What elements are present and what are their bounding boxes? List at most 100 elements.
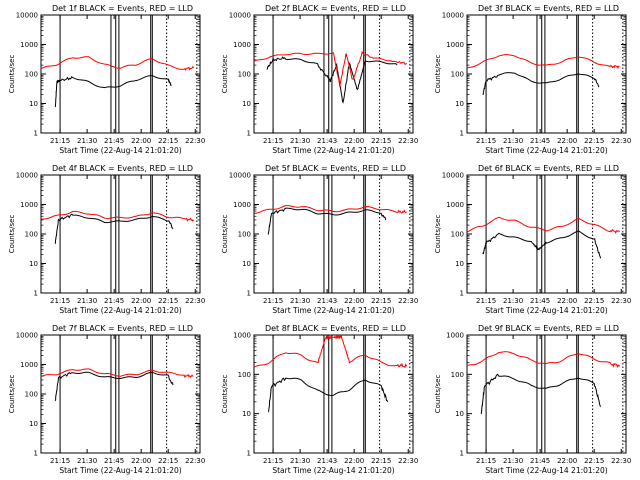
x-tick-label: 22:30	[398, 137, 418, 145]
detector-panel-5: Det 5f BLACK = Events, RED = LLD Counts/s…	[221, 164, 418, 315]
y-axis-label: Counts/sec	[434, 375, 442, 414]
x-tick-label: 21:43	[317, 137, 337, 145]
series-line-events	[266, 56, 398, 104]
x-tick-label: 22:00	[131, 457, 151, 465]
x-tick-label: 21:30	[290, 457, 310, 465]
x-tick-label: 22:30	[611, 457, 631, 465]
y-tick-label: 1	[460, 290, 464, 298]
x-tick-label: 21:30	[290, 297, 310, 305]
plot-frame	[253, 334, 414, 454]
y-tick-label: 1	[247, 450, 251, 458]
y-tick-label: 10000	[442, 172, 464, 180]
plot-frame	[40, 174, 201, 294]
y-tick-label: 1	[34, 450, 38, 458]
series-line-events	[54, 213, 174, 244]
x-tick-label: 21:15	[50, 297, 70, 305]
x-tick-label: 22:15	[158, 457, 178, 465]
x-tick-label: 22:00	[344, 297, 364, 305]
x-tick-label: 21:15	[263, 457, 283, 465]
x-tick-label: 21:15	[476, 137, 496, 145]
y-tick-label: 1000	[446, 41, 464, 49]
series-line-events	[267, 207, 387, 235]
detector-panel-6: Det 6f BLACK = Events, RED = LLD Counts/s…	[434, 164, 631, 315]
x-tick-label: 22:30	[611, 137, 631, 145]
y-tick-label: 1000	[233, 201, 251, 209]
y-tick-label: 1	[460, 450, 464, 458]
series-line-lld	[40, 368, 194, 379]
series-line-lld	[466, 351, 620, 369]
x-tick-label: 21:45	[530, 457, 550, 465]
y-tick-label: 1	[34, 290, 38, 298]
panel-title: Det 3f BLACK = Events, RED = LLD	[478, 4, 619, 13]
x-axis-label: Start Time (22-Aug-14 21:01:20)	[59, 306, 181, 315]
x-tick-label: 22:00	[344, 137, 364, 145]
x-tick-label: 21:15	[50, 457, 70, 465]
series-line-events	[480, 373, 602, 414]
x-tick-label: 21:30	[503, 297, 523, 305]
series-line-lld	[41, 210, 195, 222]
x-tick-label: 22:30	[398, 297, 418, 305]
plot-frame	[40, 334, 201, 454]
panel-title: Det 2f BLACK = Events, RED = LLD	[265, 4, 406, 13]
x-axis-label: Start Time (22-Aug-14 21:01:20)	[485, 306, 607, 315]
x-axis-label: Start Time (22-Aug-14 21:01:20)	[272, 306, 394, 315]
y-tick-label: 10	[455, 100, 464, 108]
x-tick-label: 22:00	[344, 457, 364, 465]
x-tick-label: 21:45	[530, 137, 550, 145]
y-axis-label: Counts/sec	[8, 215, 16, 254]
x-tick-label: 21:15	[50, 137, 70, 145]
y-axis-label: Counts/sec	[434, 55, 442, 94]
y-tick-label: 1	[460, 130, 464, 138]
x-tick-label: 22:15	[158, 137, 178, 145]
x-tick-label: 22:00	[131, 297, 151, 305]
x-tick-label: 22:30	[185, 457, 205, 465]
detector-panel-1: Det 1f BLACK = Events, RED = LLD Counts/s…	[8, 4, 205, 155]
x-tick-label: 21:15	[263, 137, 283, 145]
y-tick-label: 100	[451, 231, 464, 239]
x-tick-label: 21:30	[77, 297, 97, 305]
x-tick-label: 22:15	[371, 297, 391, 305]
y-tick-label: 10	[29, 100, 38, 108]
x-tick-label: 22:30	[185, 137, 205, 145]
y-tick-label: 1000	[446, 332, 464, 340]
x-axis-label: Start Time (22-Aug-14 21:01:20)	[59, 466, 181, 475]
y-axis-label: Counts/sec	[221, 55, 229, 94]
x-axis-label: Start Time (22-Aug-14 21:01:20)	[272, 146, 394, 155]
series-line-events	[54, 371, 174, 401]
y-tick-label: 100	[25, 231, 38, 239]
y-tick-label: 1	[247, 130, 251, 138]
panel-title: Det 9f BLACK = Events, RED = LLD	[478, 324, 619, 333]
plot-frame	[466, 334, 627, 454]
panel-title: Det 6f BLACK = Events, RED = LLD	[478, 164, 619, 173]
y-tick-label: 1	[34, 130, 38, 138]
y-tick-label: 10000	[442, 12, 464, 20]
series-line-lld	[40, 56, 195, 72]
series-line-events	[482, 230, 602, 259]
x-tick-label: 22:00	[131, 137, 151, 145]
y-tick-label: 10	[29, 260, 38, 268]
x-tick-label: 21:45	[104, 137, 124, 145]
detector-panel-8: Det 8f BLACK = Events, RED = LLD Counts/s…	[221, 324, 418, 475]
y-tick-label: 10	[242, 100, 251, 108]
series-line-events	[268, 377, 389, 413]
x-tick-label: 21:45	[530, 297, 550, 305]
detector-panel-9: Det 9f BLACK = Events, RED = LLD Counts/s…	[434, 324, 631, 475]
y-tick-label: 10000	[16, 332, 38, 340]
y-axis-label: Counts/sec	[8, 375, 16, 414]
plot-frame	[40, 14, 201, 134]
x-tick-label: 21:15	[476, 457, 496, 465]
x-tick-label: 22:15	[158, 297, 178, 305]
x-tick-label: 21:30	[290, 137, 310, 145]
x-tick-label: 22:15	[584, 297, 604, 305]
series-line-lld	[253, 334, 408, 369]
x-tick-label: 22:00	[557, 297, 577, 305]
x-tick-label: 22:00	[557, 457, 577, 465]
panel-title: Det 1f BLACK = Events, RED = LLD	[52, 4, 193, 13]
detector-panel-2: Det 2f BLACK = Events, RED = LLD Counts/s…	[221, 4, 418, 155]
x-tick-label: 21:15	[263, 297, 283, 305]
panel-title: Det 5f BLACK = Events, RED = LLD	[265, 164, 406, 173]
y-tick-label: 100	[451, 371, 464, 379]
plot-frame	[466, 174, 627, 294]
y-tick-label: 1000	[20, 361, 38, 369]
